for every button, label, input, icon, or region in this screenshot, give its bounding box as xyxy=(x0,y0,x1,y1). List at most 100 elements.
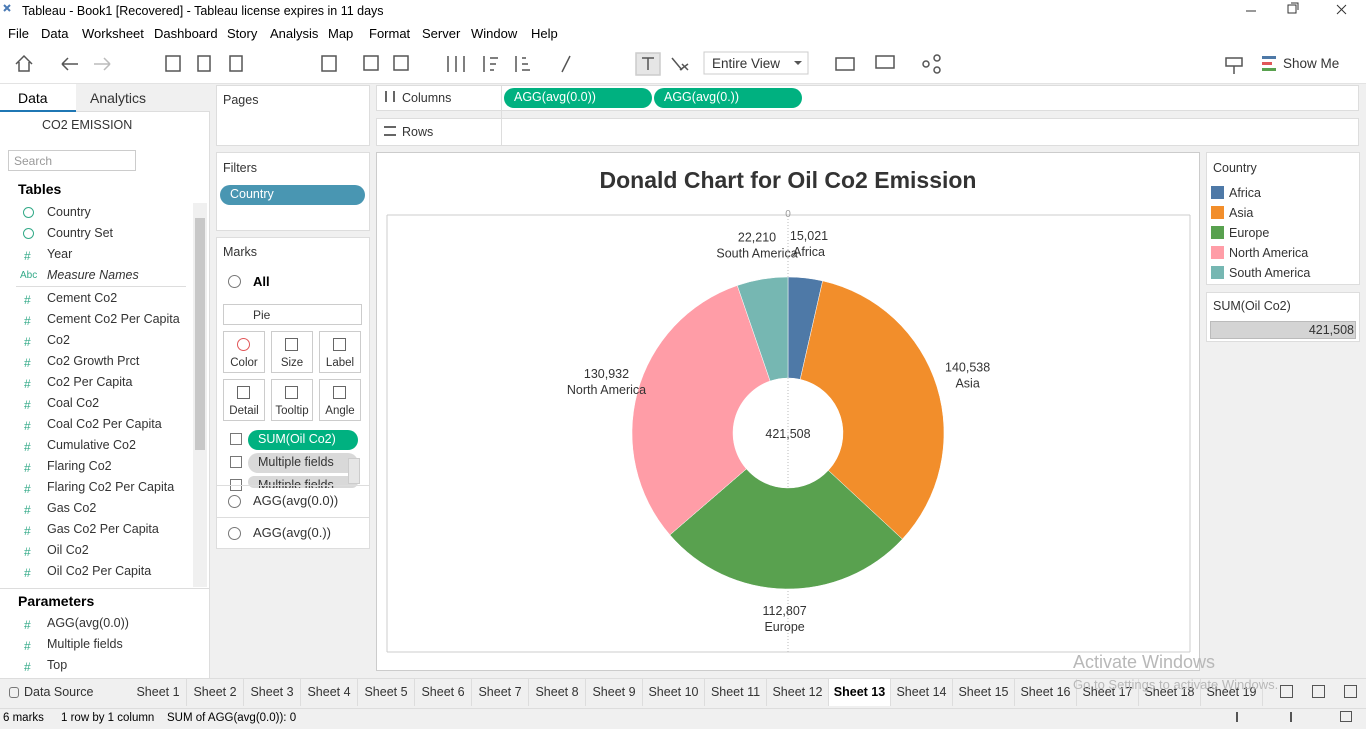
menu-item[interactable]: Server xyxy=(422,26,461,41)
mark-pill[interactable]: Multiple fields xyxy=(248,476,358,488)
sheet-tab[interactable]: Sheet 7 xyxy=(472,679,529,706)
sheet-tab[interactable]: Sheet 19 xyxy=(1201,679,1263,706)
parameter[interactable]: AGG(avg(0.0)) xyxy=(47,616,129,630)
sort-desc-icon[interactable] xyxy=(515,56,530,72)
legend-item[interactable]: Africa xyxy=(1229,186,1261,200)
legend-item[interactable]: Asia xyxy=(1229,206,1254,220)
parameter[interactable]: Multiple fields xyxy=(47,637,123,651)
field[interactable]: Oil Co2 Per Capita xyxy=(47,564,152,578)
menu-item[interactable]: Worksheet xyxy=(82,26,144,41)
legend-item[interactable]: South America xyxy=(1229,266,1311,280)
sheet-tab[interactable]: Sheet 13 xyxy=(829,679,891,706)
clear-icon[interactable] xyxy=(393,55,409,71)
menu-item[interactable]: Format xyxy=(369,26,411,41)
field[interactable]: Oil Co2 xyxy=(47,543,89,557)
menu-item[interactable]: Story xyxy=(227,26,258,41)
menu-item[interactable]: File xyxy=(8,26,29,41)
sheet-tab[interactable]: Sheet 10 xyxy=(643,679,705,706)
angle-field[interactable]: AGG(avg(0.0)) xyxy=(253,493,339,508)
mark-pill[interactable]: SUM(Oil Co2) xyxy=(248,430,358,450)
sheet-tab[interactable]: Sheet 6 xyxy=(415,679,472,706)
field[interactable]: Co2 Per Capita xyxy=(47,375,133,389)
pane-tab[interactable]: Data xyxy=(18,90,48,106)
menu-item[interactable]: Window xyxy=(471,26,518,41)
nav-buttons[interactable] xyxy=(1236,712,1292,722)
field[interactable]: Coal Co2 xyxy=(47,396,100,410)
sheet-tab[interactable]: Sheet 5 xyxy=(358,679,415,706)
tooltip-icon[interactable] xyxy=(1225,57,1243,74)
menu-item[interactable]: Map xyxy=(328,26,354,41)
sheet-tab[interactable]: Sheet 8 xyxy=(529,679,586,706)
field[interactable]: Measure Names xyxy=(47,268,139,282)
field[interactable]: Co2 Growth Prct xyxy=(47,354,140,368)
sheet-tab[interactable]: Sheet 1 xyxy=(130,679,187,706)
view-dropdown[interactable] xyxy=(703,51,809,75)
save-icon[interactable] xyxy=(165,55,181,72)
sheet-tab[interactable]: Sheet 17 xyxy=(1077,679,1139,706)
fix-axes-icon[interactable] xyxy=(671,57,689,71)
labels-icon[interactable] xyxy=(642,57,654,70)
menu-item[interactable]: Help xyxy=(531,26,558,41)
sheet-tab[interactable]: Sheet 2 xyxy=(187,679,244,706)
field[interactable]: Flaring Co2 Per Capita xyxy=(47,480,175,494)
sheet-tab[interactable]: Sheet 4 xyxy=(301,679,358,706)
share-icon[interactable] xyxy=(922,60,930,68)
sheet-tab[interactable]: Sheet 16 xyxy=(1015,679,1077,706)
highlight-icon[interactable] xyxy=(561,55,571,73)
sheet-tab[interactable]: Sheet 14 xyxy=(891,679,953,706)
sheet-tab[interactable]: Sheet 11 xyxy=(705,679,767,706)
legend-item[interactable]: Europe xyxy=(1229,226,1270,240)
column-pill[interactable]: AGG(avg(0.0)) xyxy=(504,88,652,108)
marks-all[interactable]: All xyxy=(253,274,270,289)
new-ds-icon[interactable] xyxy=(197,55,211,72)
field[interactable]: Gas Co2 xyxy=(47,501,97,515)
new-dashboard-button[interactable] xyxy=(1312,685,1325,698)
sheet-tab[interactable]: Sheet 9 xyxy=(586,679,643,706)
field[interactable]: Country xyxy=(47,205,91,219)
pause-icon[interactable] xyxy=(229,55,243,72)
show-me-icon[interactable] xyxy=(1262,56,1276,71)
field[interactable]: Cumulative Co2 xyxy=(47,438,136,452)
undo-icon[interactable] xyxy=(61,57,78,71)
grid-toggle[interactable] xyxy=(1340,711,1352,722)
new-sheet-button[interactable] xyxy=(1280,685,1293,698)
sheet-tab[interactable]: Sheet 3 xyxy=(244,679,301,706)
close-icon[interactable] xyxy=(1336,4,1347,15)
sheet-tab[interactable]: Sheet 15 xyxy=(953,679,1015,706)
sheet-tab[interactable]: Sheet 18 xyxy=(1139,679,1201,706)
legend-item[interactable]: North America xyxy=(1229,246,1309,260)
show-me[interactable]: Show Me xyxy=(1283,56,1340,71)
cards-icon[interactable] xyxy=(835,57,855,71)
menu-item[interactable]: Data xyxy=(41,26,69,41)
datasource[interactable]: CO2 EMISSION xyxy=(42,118,133,132)
restore-icon[interactable] xyxy=(1287,2,1299,14)
field[interactable]: Country Set xyxy=(47,226,114,240)
field[interactable]: Cement Co2 Per Capita xyxy=(47,312,180,326)
sheet-tab[interactable]: Sheet 12 xyxy=(767,679,829,706)
filter-pill[interactable]: Country xyxy=(220,185,365,205)
duplicate-icon[interactable] xyxy=(363,55,379,71)
parameter[interactable]: Top xyxy=(47,658,68,672)
field[interactable]: Year xyxy=(47,247,73,261)
field[interactable]: Co2 xyxy=(47,333,70,347)
angle-field[interactable]: AGG(avg(0.)) xyxy=(253,525,332,540)
field[interactable]: Coal Co2 Per Capita xyxy=(47,417,162,431)
column-pill[interactable]: AGG(avg(0.)) xyxy=(654,88,802,108)
field[interactable]: Cement Co2 xyxy=(47,291,118,305)
menu-item[interactable]: Analysis xyxy=(270,26,319,41)
new-sheet-icon[interactable] xyxy=(321,55,337,72)
redo-icon[interactable] xyxy=(94,57,111,71)
swap-icon[interactable] xyxy=(447,56,465,72)
menu-item[interactable]: Dashboard xyxy=(154,26,218,41)
data-source-tab[interactable]: Data Source xyxy=(24,685,94,699)
field[interactable]: Gas Co2 Per Capita xyxy=(47,522,159,536)
mark-type-dropdown[interactable] xyxy=(223,304,362,325)
search-box[interactable] xyxy=(8,150,136,171)
pane-tab[interactable]: Analytics xyxy=(90,90,147,106)
home-icon[interactable] xyxy=(15,54,33,72)
new-story-button[interactable] xyxy=(1344,685,1357,698)
field[interactable]: Flaring Co2 xyxy=(47,459,112,473)
view-label[interactable]: Entire View xyxy=(712,56,781,71)
mark-pill[interactable]: Multiple fields xyxy=(248,453,358,473)
sort-asc-icon[interactable] xyxy=(483,56,498,72)
